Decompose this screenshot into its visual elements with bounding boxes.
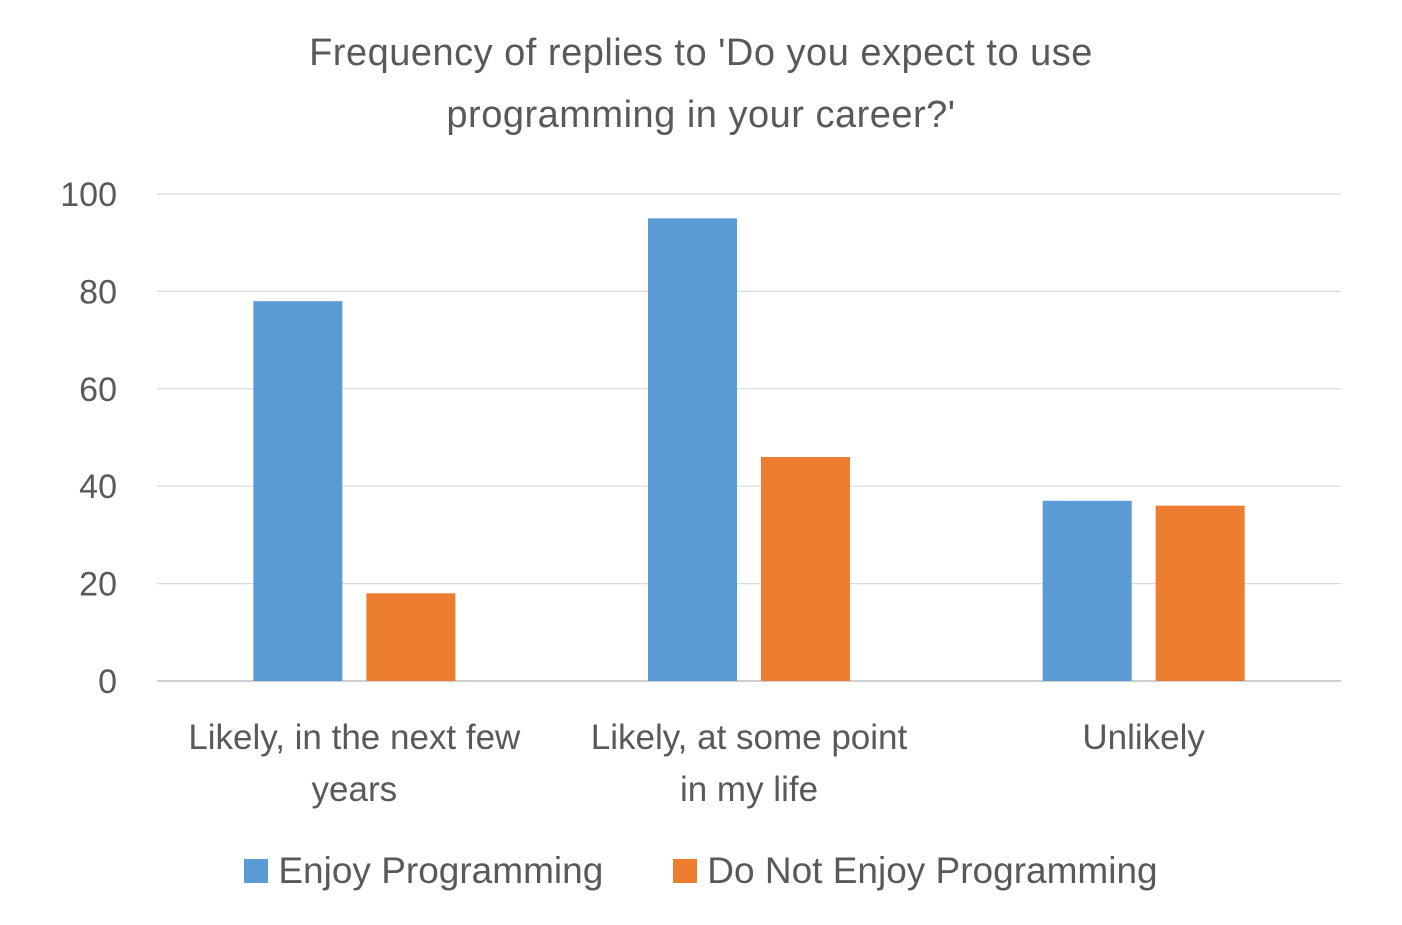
y-tick-label: 0 bbox=[98, 663, 117, 701]
x-tick-label: years bbox=[312, 770, 398, 809]
legend-label-not-enjoy: Do Not Enjoy Programming bbox=[707, 850, 1158, 891]
x-tick-label: Likely, at some point bbox=[591, 718, 908, 757]
bar bbox=[648, 218, 737, 681]
chart-title-line-1: Frequency of replies to 'Do you expect t… bbox=[309, 32, 1093, 74]
y-tick-label: 100 bbox=[60, 176, 117, 214]
legend-item-enjoy: Enjoy Programming bbox=[244, 850, 603, 892]
bar bbox=[761, 456, 850, 681]
bar bbox=[1155, 505, 1245, 681]
bar bbox=[366, 593, 456, 681]
x-tick-label: in my life bbox=[680, 770, 818, 809]
y-tick-label: 80 bbox=[79, 273, 117, 311]
y-tick-label: 40 bbox=[79, 468, 117, 506]
legend-swatch-enjoy bbox=[244, 859, 269, 883]
y-tick-label: 20 bbox=[79, 566, 117, 604]
bar bbox=[1042, 500, 1132, 681]
x-tick-label: Likely, in the next few bbox=[188, 718, 521, 757]
y-tick-label: 60 bbox=[79, 371, 117, 409]
x-tick-label: Unlikely bbox=[1082, 718, 1205, 757]
chart-title-line-2: programming in your career?' bbox=[446, 94, 956, 136]
legend: Enjoy Programming Do Not Enjoy Programmi… bbox=[0, 850, 1402, 892]
legend-label-enjoy: Enjoy Programming bbox=[278, 850, 604, 891]
bar bbox=[253, 301, 343, 681]
legend-swatch-not-enjoy bbox=[673, 859, 698, 883]
legend-item-not-enjoy: Do Not Enjoy Programming bbox=[673, 850, 1158, 892]
